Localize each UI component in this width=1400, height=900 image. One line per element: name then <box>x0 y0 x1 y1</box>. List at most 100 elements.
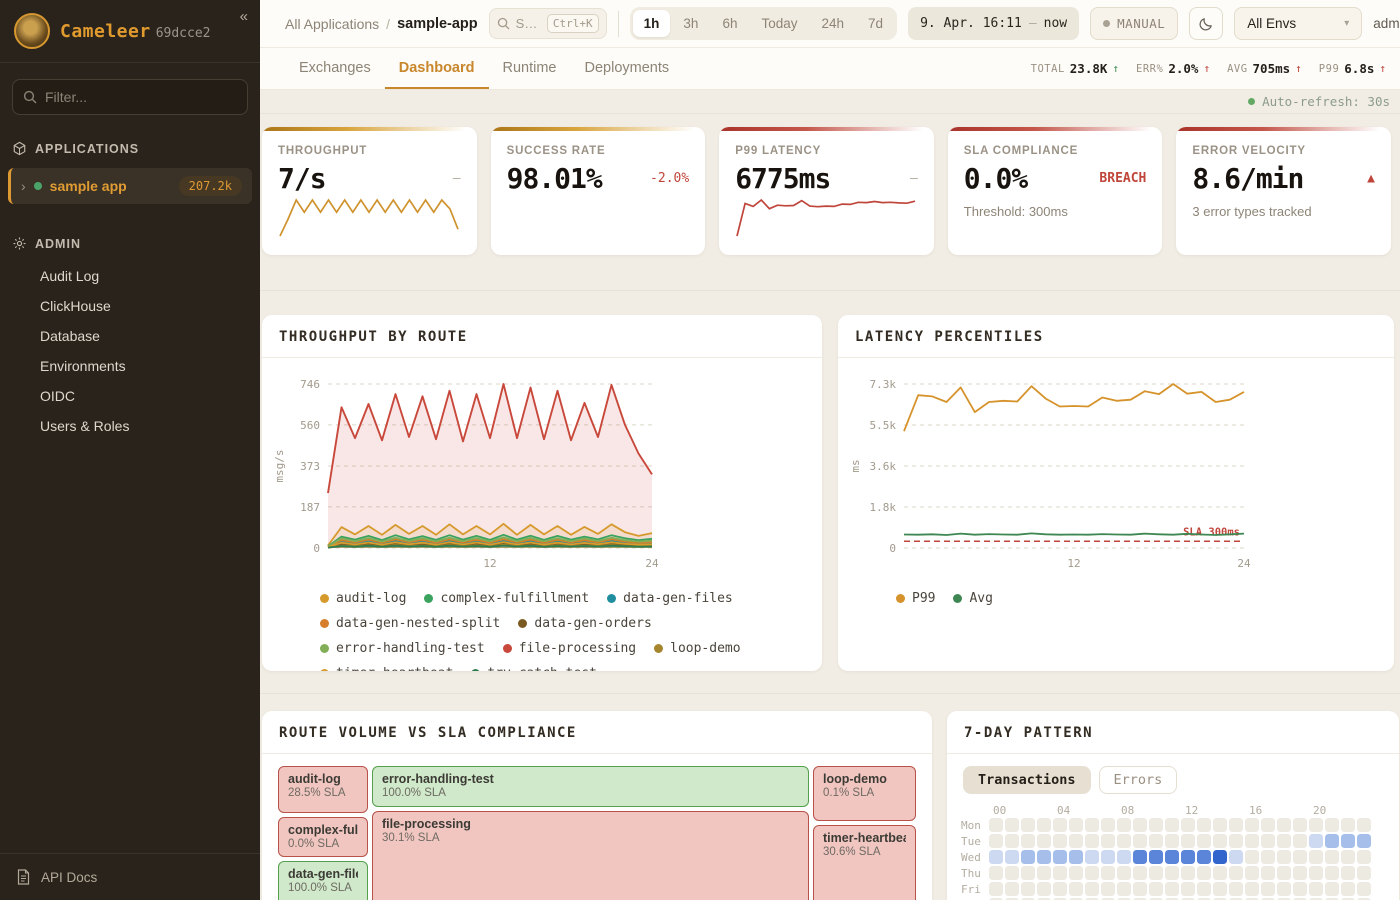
theme-toggle-button[interactable] <box>1189 7 1223 40</box>
heatmap-cell <box>1293 850 1307 864</box>
legend-audit-log[interactable]: audit-log <box>320 591 406 606</box>
sidebar-item-environments[interactable]: Environments <box>0 351 260 381</box>
kpi-accent-bar <box>491 127 706 131</box>
legend-try-catch-test[interactable]: try-catch-test <box>471 666 597 671</box>
legend-label: Avg <box>969 591 992 606</box>
kpi-value: 7/s <box>278 162 326 195</box>
kpi-label: ERROR VELOCITY <box>1192 145 1375 157</box>
treemap-box-loop-demo[interactable]: loop-demo0.1% SLA <box>813 766 916 821</box>
time-range-7d[interactable]: 7d <box>857 10 894 37</box>
heatmap-cell <box>1357 850 1371 864</box>
treemap-box-file-processing[interactable]: file-processing30.1% SLA <box>372 811 809 900</box>
date-range-display[interactable]: 9. Apr. 16:11 — now <box>908 7 1079 40</box>
legend-timer-heartbeat[interactable]: timer-heartbeat <box>320 666 453 671</box>
heatmap-cell <box>1117 818 1131 832</box>
card-title: 7-DAY PATTERN <box>947 711 1399 754</box>
kpi-value-row: 98.01%-2.0% <box>507 162 690 195</box>
heatmap-cell <box>1245 818 1259 832</box>
filter-input[interactable] <box>45 89 237 105</box>
package-icon <box>12 141 27 156</box>
toggle-transactions[interactable]: Transactions <box>963 766 1091 794</box>
sidebar-item-api-docs[interactable]: API Docs <box>0 853 260 900</box>
legend-label: error-handling-test <box>336 641 485 656</box>
kpi-delta: – <box>453 171 461 186</box>
topbar: All Applications / sample-app S… Ctrl+K … <box>260 0 1400 48</box>
sidebar-item-users-roles[interactable]: Users & Roles <box>0 411 260 441</box>
sidebar-item-oidc[interactable]: OIDC <box>0 381 260 411</box>
treemap-box-timer-heartbeat[interactable]: timer-heartbeat30.6% SLA <box>813 825 916 900</box>
moon-icon <box>1198 15 1215 32</box>
legend-p99[interactable]: P99 <box>896 591 935 606</box>
legend-avg[interactable]: Avg <box>953 591 992 606</box>
sidebar-item-sample-app[interactable]: › sample app 207.2k <box>8 168 252 204</box>
heatmap-cell <box>1325 882 1339 896</box>
heatmap-cell <box>1341 818 1355 832</box>
treemap-box-audit-log[interactable]: audit-log28.5% SLA <box>278 766 368 813</box>
heatmap-cell <box>1357 834 1371 848</box>
treemap-box-complex-fulfil[interactable]: complex-fulfil…0.0% SLA <box>278 817 368 857</box>
legend-file-processing[interactable]: file-processing <box>503 641 636 656</box>
kpi-value: 0.0% <box>964 162 1027 195</box>
heatmap-cell <box>1005 818 1019 832</box>
time-range-today[interactable]: Today <box>750 10 808 37</box>
env-select[interactable]: All Envs ▾ <box>1234 7 1362 40</box>
treemap-box-error-handling-test[interactable]: error-handling-test100.0% SLA <box>372 766 809 807</box>
tab-dashboard[interactable]: Dashboard <box>385 48 489 89</box>
user-menu[interactable]: admin <box>1373 16 1400 31</box>
heatmap-cell <box>1069 850 1083 864</box>
legend-data-gen-files[interactable]: data-gen-files <box>607 591 733 606</box>
heatmap-cell <box>1149 834 1163 848</box>
treemap-route-name: audit-log <box>288 772 358 786</box>
sidebar: Cameleer69dcce2 « APPLICATIONS › sample … <box>0 0 260 900</box>
heatmap-cell <box>1021 866 1035 880</box>
legend-dot-icon <box>424 594 433 603</box>
sidebar-filter[interactable] <box>12 79 248 115</box>
legend-complex-fulfillment[interactable]: complex-fulfillment <box>424 591 589 606</box>
search-placeholder: S… <box>516 16 541 31</box>
stat-avg: AVG705ms↑ <box>1227 61 1302 76</box>
heatmap-cell <box>1117 834 1131 848</box>
chevron-right-icon[interactable]: › <box>21 178 26 194</box>
heatmap-cell <box>1101 818 1115 832</box>
heatmap-cell <box>1357 818 1371 832</box>
search-icon <box>497 17 510 30</box>
legend-label: audit-log <box>336 591 406 606</box>
tab-runtime[interactable]: Runtime <box>489 48 571 89</box>
legend-data-gen-orders[interactable]: data-gen-orders <box>518 616 651 631</box>
time-range-6h[interactable]: 6h <box>711 10 748 37</box>
day-label: Fri <box>961 883 989 896</box>
svg-text:1.8k: 1.8k <box>870 501 897 514</box>
heatmap-cell <box>1325 866 1339 880</box>
admin-section-label: ADMIN <box>0 232 260 255</box>
legend-label: data-gen-nested-split <box>336 616 500 631</box>
sidebar-item-audit-log[interactable]: Audit Log <box>0 261 260 291</box>
heatmap-cell <box>1149 818 1163 832</box>
heatmap-cell <box>1021 850 1035 864</box>
legend-data-gen-nested-split[interactable]: data-gen-nested-split <box>320 616 500 631</box>
tab-exchanges[interactable]: Exchanges <box>285 48 385 89</box>
time-range-24h[interactable]: 24h <box>811 10 856 37</box>
global-search[interactable]: S… Ctrl+K <box>489 8 607 39</box>
kpi-delta: – <box>910 171 918 186</box>
manual-refresh-button[interactable]: MANUAL <box>1090 7 1178 40</box>
legend-error-handling-test[interactable]: error-handling-test <box>320 641 485 656</box>
heatmap-cell <box>1325 818 1339 832</box>
time-range-1h[interactable]: 1h <box>633 10 671 37</box>
treemap-box-data-gen-files[interactable]: data-gen-files100.0% SLA <box>278 861 368 900</box>
heatmap-cell <box>1101 850 1115 864</box>
kpi-subtext: Threshold: 300ms <box>964 204 1147 219</box>
breadcrumb-all-applications[interactable]: All Applications <box>285 16 379 32</box>
tab-deployments[interactable]: Deployments <box>571 48 684 89</box>
hour-label: 12 <box>1185 804 1198 817</box>
heatmap-cell <box>1293 866 1307 880</box>
legend-loop-demo[interactable]: loop-demo <box>654 641 740 656</box>
kpi-label: SUCCESS RATE <box>507 145 690 157</box>
legend-dot-icon <box>896 594 905 603</box>
day-label: Thu <box>961 867 989 880</box>
time-range-3h[interactable]: 3h <box>672 10 709 37</box>
sidebar-item-clickhouse[interactable]: ClickHouse <box>0 291 260 321</box>
legend-label: data-gen-orders <box>534 616 651 631</box>
sidebar-item-database[interactable]: Database <box>0 321 260 351</box>
toggle-errors[interactable]: Errors <box>1099 766 1178 794</box>
sidebar-collapse-icon[interactable]: « <box>240 8 248 25</box>
